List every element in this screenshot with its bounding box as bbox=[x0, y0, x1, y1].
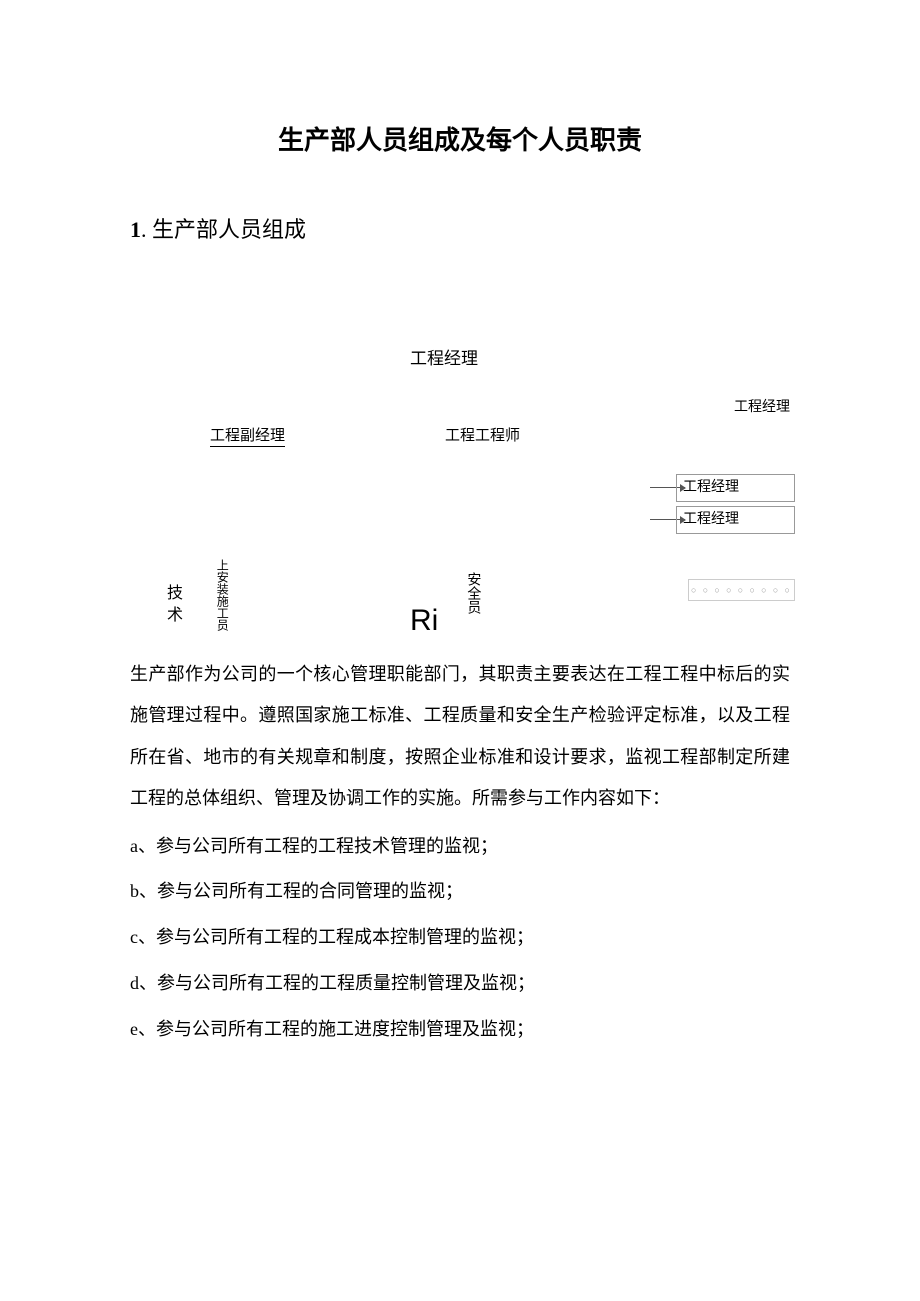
item-letter: e、 bbox=[130, 1019, 156, 1039]
diagram-node-vice: 工程副经理 bbox=[210, 424, 285, 447]
item-letter: b、 bbox=[130, 881, 157, 901]
section-label: . 生产部人员组成 bbox=[141, 217, 306, 242]
list-item: e、参与公司所有工程的施工进度控制管理及监视； bbox=[130, 1011, 790, 1049]
diagram-node-top: 工程经理 bbox=[410, 344, 478, 369]
diagram-node-install: 上安装施工员 bbox=[215, 559, 228, 631]
diagram-node-tech: 技术 bbox=[160, 584, 184, 628]
item-text: 参与公司所有工程的工程质量控制管理及监视； bbox=[157, 973, 535, 993]
body-paragraph: 生产部作为公司的一个核心管理职能部门，其职责主要表达在工程工程中标后的实施管理过… bbox=[130, 654, 790, 820]
list-item: d、参与公司所有工程的工程质量控制管理及监视； bbox=[130, 965, 790, 1003]
item-text: 参与公司所有工程的工程技术管理的监视； bbox=[156, 836, 498, 856]
item-text: 参与公司所有工程的工程成本控制管理的监视； bbox=[156, 927, 534, 947]
diagram-node-right: 工程经理 bbox=[734, 396, 790, 416]
item-letter: c、 bbox=[130, 927, 156, 947]
section-heading: 1. 生产部人员组成 bbox=[130, 212, 790, 244]
diagram-dot-box: ○ ○ ○ ○ ○ ○ ○ ○ ○ bbox=[688, 579, 795, 601]
list-item: c、参与公司所有工程的工程成本控制管理的监视； bbox=[130, 919, 790, 957]
item-text: 参与公司所有工程的施工进度控制管理及监视； bbox=[156, 1019, 534, 1039]
diagram-box-1: 工程经理 bbox=[676, 474, 795, 502]
section-number: 1 bbox=[130, 217, 141, 242]
diagram-node-engineer: 工程工程师 bbox=[445, 424, 520, 445]
diagram-text-ri: Ri bbox=[410, 604, 438, 638]
list-item: b、参与公司所有工程的合同管理的监视； bbox=[130, 873, 790, 911]
page-title: 生产部人员组成及每个人员职责 bbox=[130, 120, 790, 157]
org-diagram: 工程经理 工程经理 工程副经理 工程工程师 工程经理 工程经理 ○ ○ ○ ○ … bbox=[130, 344, 790, 644]
diagram-box-2: 工程经理 bbox=[676, 506, 795, 534]
item-letter: a、 bbox=[130, 836, 156, 856]
item-letter: d、 bbox=[130, 973, 157, 993]
item-text: 参与公司所有工程的合同管理的监视； bbox=[157, 881, 463, 901]
diagram-node-safety: 安全员 bbox=[465, 572, 480, 614]
list-item: a、参与公司所有工程的工程技术管理的监视； bbox=[130, 828, 790, 866]
document-page: 生产部人员组成及每个人员职责 1. 生产部人员组成 工程经理 工程经理 工程副经… bbox=[0, 0, 920, 1129]
